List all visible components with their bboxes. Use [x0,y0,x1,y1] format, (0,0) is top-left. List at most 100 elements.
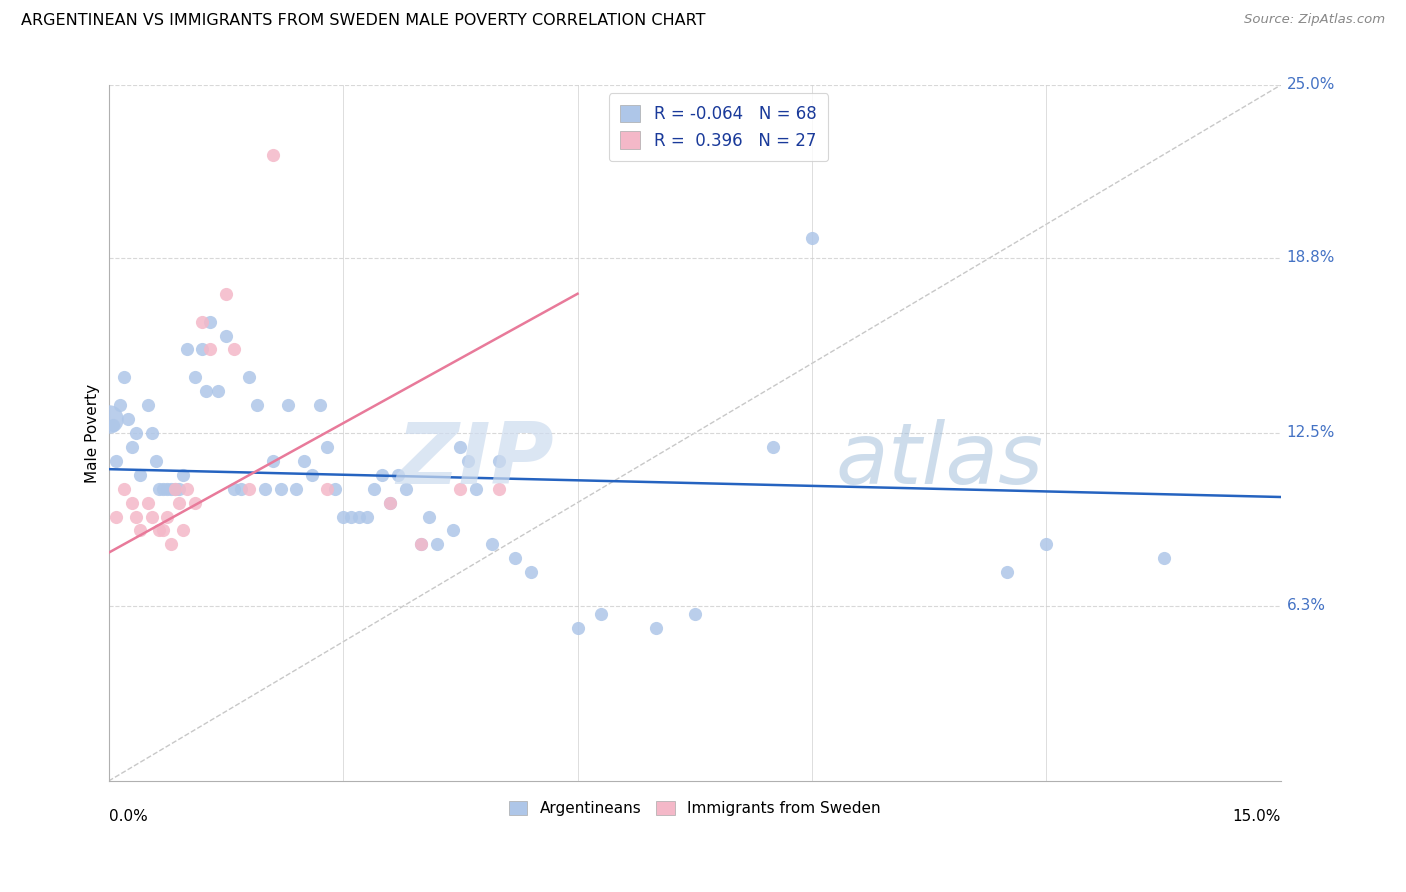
Point [449,482,471,496]
Point [457,454,479,468]
Point [176,343,198,357]
Point [1153,551,1175,566]
Text: 15.0%: 15.0% [1233,809,1281,824]
Point [238,370,260,384]
Point [167,495,190,509]
Text: 25.0%: 25.0% [1286,78,1336,93]
Point [394,482,416,496]
Point [117,412,139,426]
Point [270,482,292,496]
Point [160,537,183,551]
Point [997,565,1019,579]
Point [141,425,163,440]
Text: 18.8%: 18.8% [1286,250,1336,265]
Point [148,524,170,538]
Point [191,343,214,357]
Point [105,454,128,468]
Point [567,621,589,635]
Point [165,482,187,496]
Point [323,482,346,496]
Point [121,495,143,509]
Point [152,482,174,496]
Point [308,398,330,412]
Point [644,621,666,635]
Point [1035,537,1057,551]
Point [262,454,284,468]
Point [589,607,612,621]
Point [112,370,135,384]
Point [222,482,245,496]
Point [191,315,214,329]
Y-axis label: Male Poverty: Male Poverty [86,384,100,483]
Point [316,440,339,454]
Text: ZIP: ZIP [396,419,554,502]
Point [105,509,128,524]
Point [371,467,394,482]
Point [378,495,401,509]
Point [519,565,541,579]
Point [156,509,179,524]
Point [165,482,187,496]
Point [121,440,143,454]
Point [97,412,120,426]
Point [246,398,269,412]
Point [112,482,135,496]
Point [172,524,194,538]
Point [277,398,299,412]
Point [200,343,222,357]
Text: 0.0%: 0.0% [108,809,148,824]
Point [195,384,218,399]
Point [136,398,159,412]
Point [156,482,179,496]
Point [176,482,198,496]
Point [356,509,378,524]
Point [136,495,159,509]
Point [683,607,706,621]
Point [465,482,488,496]
Point [488,482,510,496]
Text: ARGENTINEAN VS IMMIGRANTS FROM SWEDEN MALE POVERTY CORRELATION CHART: ARGENTINEAN VS IMMIGRANTS FROM SWEDEN MA… [21,13,706,29]
Point [801,231,824,245]
Point [125,425,148,440]
Point [148,482,170,496]
Point [262,147,284,161]
Point [301,467,323,482]
Text: 6.3%: 6.3% [1286,599,1326,613]
Point [253,482,276,496]
Point [449,440,471,454]
Point [215,286,238,301]
Point [172,467,194,482]
Point [125,509,148,524]
Text: atlas: atlas [835,419,1043,502]
Point [110,398,132,412]
Point [215,328,238,343]
Point [200,315,222,329]
Point [762,440,785,454]
Point [488,454,510,468]
Point [128,467,150,482]
Point [222,343,245,357]
Point [292,454,315,468]
Point [378,495,401,509]
Point [231,482,253,496]
Point [503,551,526,566]
Point [387,467,409,482]
Point [441,524,464,538]
Point [141,509,163,524]
Point [481,537,503,551]
Point [411,537,433,551]
Point [183,370,205,384]
Text: 12.5%: 12.5% [1286,425,1336,441]
Point [426,537,449,551]
Point [101,417,124,432]
Point [340,509,363,524]
Legend: Argentineans, Immigrants from Sweden: Argentineans, Immigrants from Sweden [503,795,887,822]
Point [152,524,174,538]
Point [183,495,205,509]
Point [207,384,229,399]
Point [285,482,308,496]
Point [411,537,433,551]
Point [128,524,150,538]
Point [363,482,385,496]
Point [160,482,183,496]
